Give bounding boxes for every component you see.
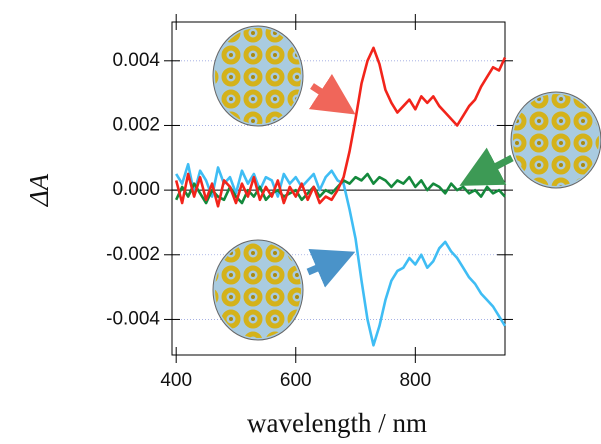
- bottom-illustration: [212, 239, 356, 341]
- y-tick-label: 0.004: [112, 50, 160, 71]
- y-tick-label: -0.004: [106, 308, 160, 329]
- y-axis-title: ΔA: [24, 173, 54, 207]
- inset-pattern: [215, 28, 301, 124]
- arrow: [459, 147, 514, 186]
- inset-pattern: [215, 242, 301, 338]
- right-illustration: [459, 91, 601, 189]
- y-tick-label: 0.000: [112, 179, 160, 200]
- x-tick-label: 800: [399, 370, 431, 391]
- x-axis-title: wavelength / nm: [247, 408, 427, 438]
- x-tick-label: 400: [160, 370, 192, 391]
- illustrations: [212, 25, 601, 341]
- y-tick-label: 0.002: [112, 114, 160, 135]
- top-illustration: [212, 25, 356, 127]
- x-tick-label: 600: [280, 370, 312, 391]
- arrow: [306, 248, 356, 288]
- plot-frame: [171, 21, 506, 356]
- inset-pattern: [513, 94, 599, 186]
- plot-area: -0.004 -0.002 0.000 0.002 0.004 400 600 800: [106, 14, 513, 391]
- data-line: [174, 46, 507, 208]
- y-tick-label: -0.002: [106, 244, 160, 265]
- data-line: [174, 172, 506, 205]
- arrow: [308, 73, 356, 115]
